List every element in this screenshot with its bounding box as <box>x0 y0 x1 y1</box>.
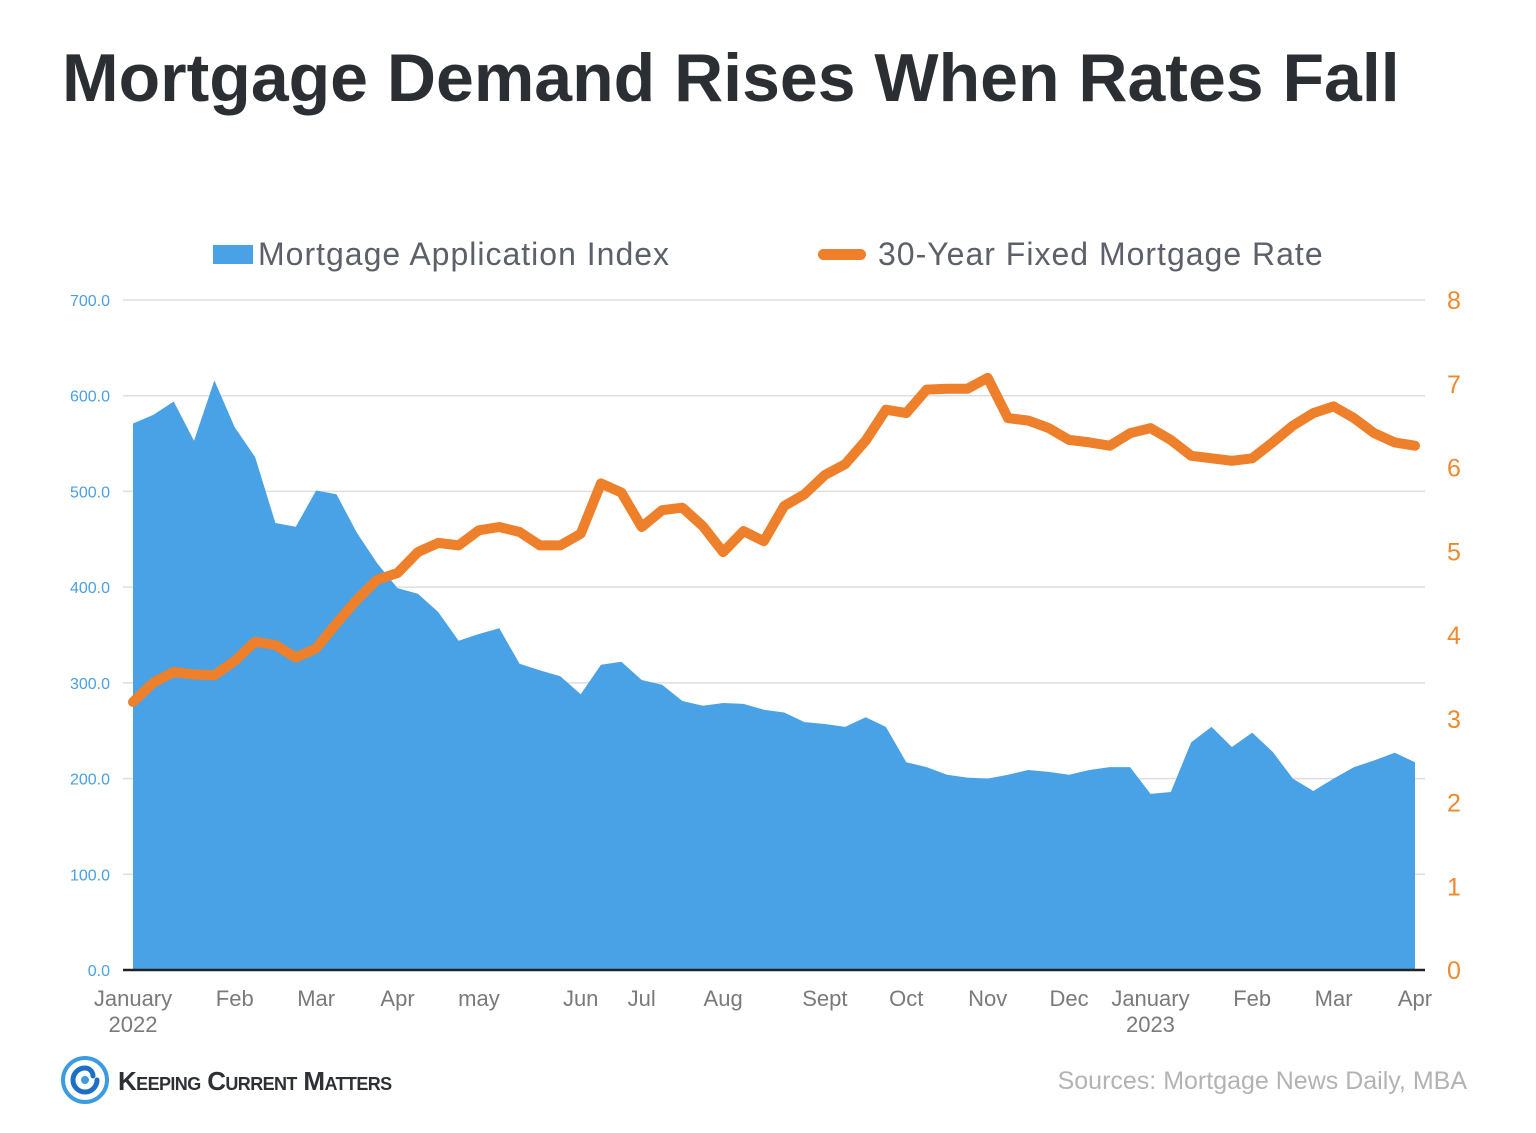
y-right-tick-label: 2 <box>1447 790 1461 818</box>
x-tick-label: Aug <box>704 986 743 1011</box>
legend-swatch-line <box>818 249 866 260</box>
x-tick-label: Feb <box>216 986 254 1011</box>
y-left-tick-label: 300.0 <box>70 676 110 693</box>
y-left-tick-label: 100.0 <box>70 867 110 884</box>
y-right-axis: 0 1 2 3 4 5 6 7 8 <box>1447 287 1461 985</box>
y-right-tick-label: 6 <box>1447 455 1461 483</box>
x-tick-year-label: 2023 <box>1126 1012 1175 1037</box>
area-mortgage-application-index <box>133 380 1415 970</box>
y-left-axis: 0.0 100.0 200.0 300.0 400.0 500.0 600.0 700.0 <box>70 293 110 980</box>
y-right-tick-label: 1 <box>1447 873 1461 901</box>
x-tick-label: Dec <box>1050 986 1089 1011</box>
y-left-tick-label: 600.0 <box>70 389 110 406</box>
y-right-tick-label: 8 <box>1447 287 1461 315</box>
x-tick-year-label: 2022 <box>109 1012 158 1037</box>
x-tick-label: may <box>458 986 500 1011</box>
x-tick-label: Sept <box>802 986 847 1011</box>
y-left-tick-label: 500.0 <box>70 484 110 501</box>
x-tick-label: Mar <box>297 986 335 1011</box>
y-left-tick-label: 400.0 <box>70 580 110 597</box>
x-tick-label: January <box>1111 986 1189 1011</box>
legend-label-line: 30-Year Fixed Mortgage Rate <box>878 236 1324 272</box>
y-right-tick-label: 5 <box>1447 538 1461 566</box>
x-tick-label: Nov <box>968 986 1007 1011</box>
x-tick-label: Mar <box>1315 986 1353 1011</box>
y-right-tick-label: 4 <box>1447 622 1461 650</box>
y-left-tick-label: 200.0 <box>70 772 110 789</box>
x-tick-label: Jul <box>628 986 656 1011</box>
legend-swatch-area <box>213 245 253 264</box>
y-right-tick-label: 7 <box>1447 371 1461 399</box>
y-left-tick-label: 0.0 <box>88 963 110 980</box>
x-tick-label: Apr <box>380 986 414 1011</box>
x-tick-label: January <box>94 986 172 1011</box>
brand-name: Keeping Current Matters <box>118 1066 392 1096</box>
kcm-logo-icon <box>61 1056 109 1104</box>
x-tick-label: Apr <box>1398 986 1432 1011</box>
legend-label-area: Mortgage Application Index <box>258 236 671 272</box>
chart-title: Mortgage Demand Rises When Rates Fall <box>62 40 1400 116</box>
line-30-year-fixed-mortgage-rate <box>128 372 1420 707</box>
x-tick-label: Jun <box>563 986 598 1011</box>
x-tick-label: Oct <box>889 986 923 1011</box>
source-note: Sources: Mortgage News Daily, MBA <box>1057 1067 1467 1095</box>
y-right-tick-label: 3 <box>1447 706 1461 734</box>
y-right-tick-label: 0 <box>1447 957 1461 985</box>
x-tick-label: Feb <box>1233 986 1271 1011</box>
y-left-tick-label: 700.0 <box>70 293 110 310</box>
